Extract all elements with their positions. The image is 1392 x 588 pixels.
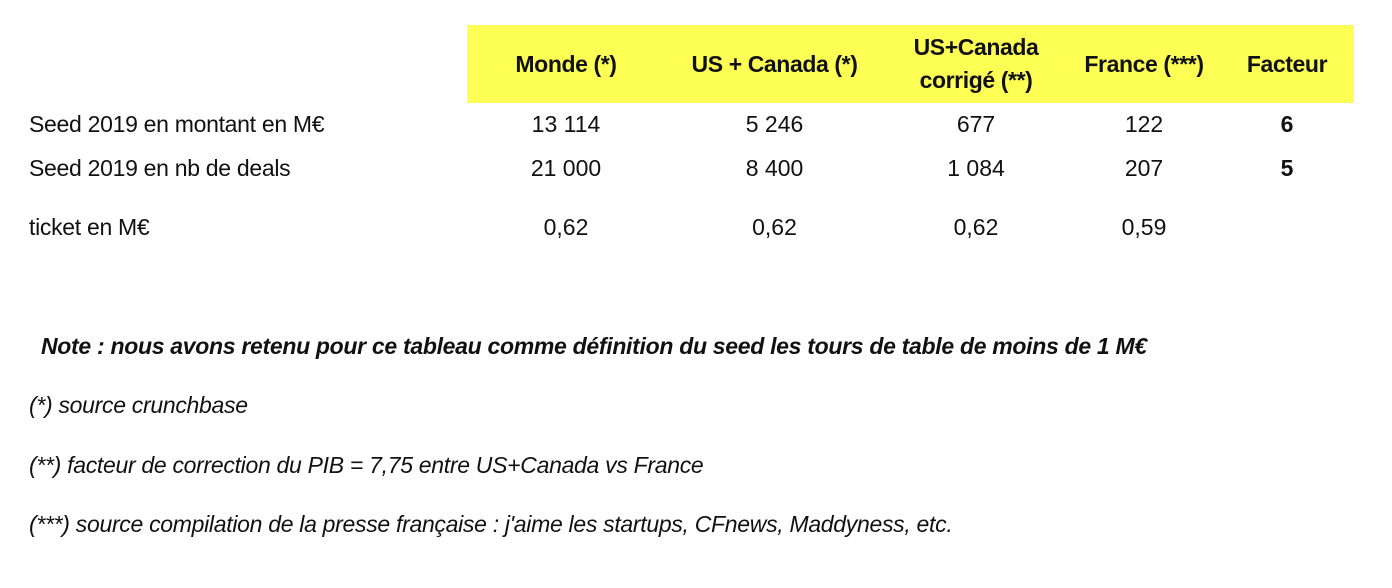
cell-ticket-us-canada-corrige: 0,62: [953, 214, 999, 240]
row-label-ticket: ticket en M€: [29, 214, 150, 240]
column-header-monde: Monde (*): [515, 50, 617, 77]
cell-montant-us-canada-corrige: 677: [956, 111, 996, 137]
cell-deals-us-canada: 8 400: [745, 155, 804, 181]
row-label-montant: Seed 2019 en montant en M€: [29, 111, 325, 137]
column-header-us-canada: US + Canada (*): [691, 50, 858, 77]
row-label-deals: Seed 2019 en nb de deals: [29, 155, 291, 181]
cell-montant-monde: 13 114: [531, 111, 601, 137]
note-correction-pib: (**) facteur de correction du PIB = 7,75…: [29, 452, 704, 478]
note-source-crunchbase: (*) source crunchbase: [29, 392, 248, 418]
cell-ticket-france: 0,59: [1121, 214, 1167, 240]
cell-montant-france: 122: [1124, 111, 1164, 137]
cell-ticket-us-canada: 0,62: [752, 214, 797, 240]
note-source-presse: (***) source compilation de la presse fr…: [29, 511, 953, 537]
column-header-us-canada-corrige-line1: US+Canada: [913, 34, 1039, 60]
column-header-us-canada-corrige: US+Canada corrigé (**): [890, 25, 1062, 103]
cell-ticket-monde: 0,62: [543, 214, 589, 240]
cell-montant-us-canada: 5 246: [745, 111, 804, 137]
cell-deals-monde: 21 000: [530, 155, 602, 181]
column-header-facteur: Facteur: [1246, 50, 1328, 77]
cell-deals-us-canada-corrige: 1 084: [947, 155, 1005, 181]
column-header-us-canada-corrige-line2: corrigé (**): [919, 67, 1033, 93]
column-header-france: France (***): [1084, 50, 1204, 77]
cell-montant-facteur: 6: [1280, 111, 1294, 137]
note-definition: Note : nous avons retenu pour ce tableau…: [41, 333, 1147, 359]
cell-deals-france: 207: [1124, 155, 1164, 181]
cell-deals-facteur: 5: [1280, 155, 1294, 181]
table-header-band: [467, 25, 1354, 103]
